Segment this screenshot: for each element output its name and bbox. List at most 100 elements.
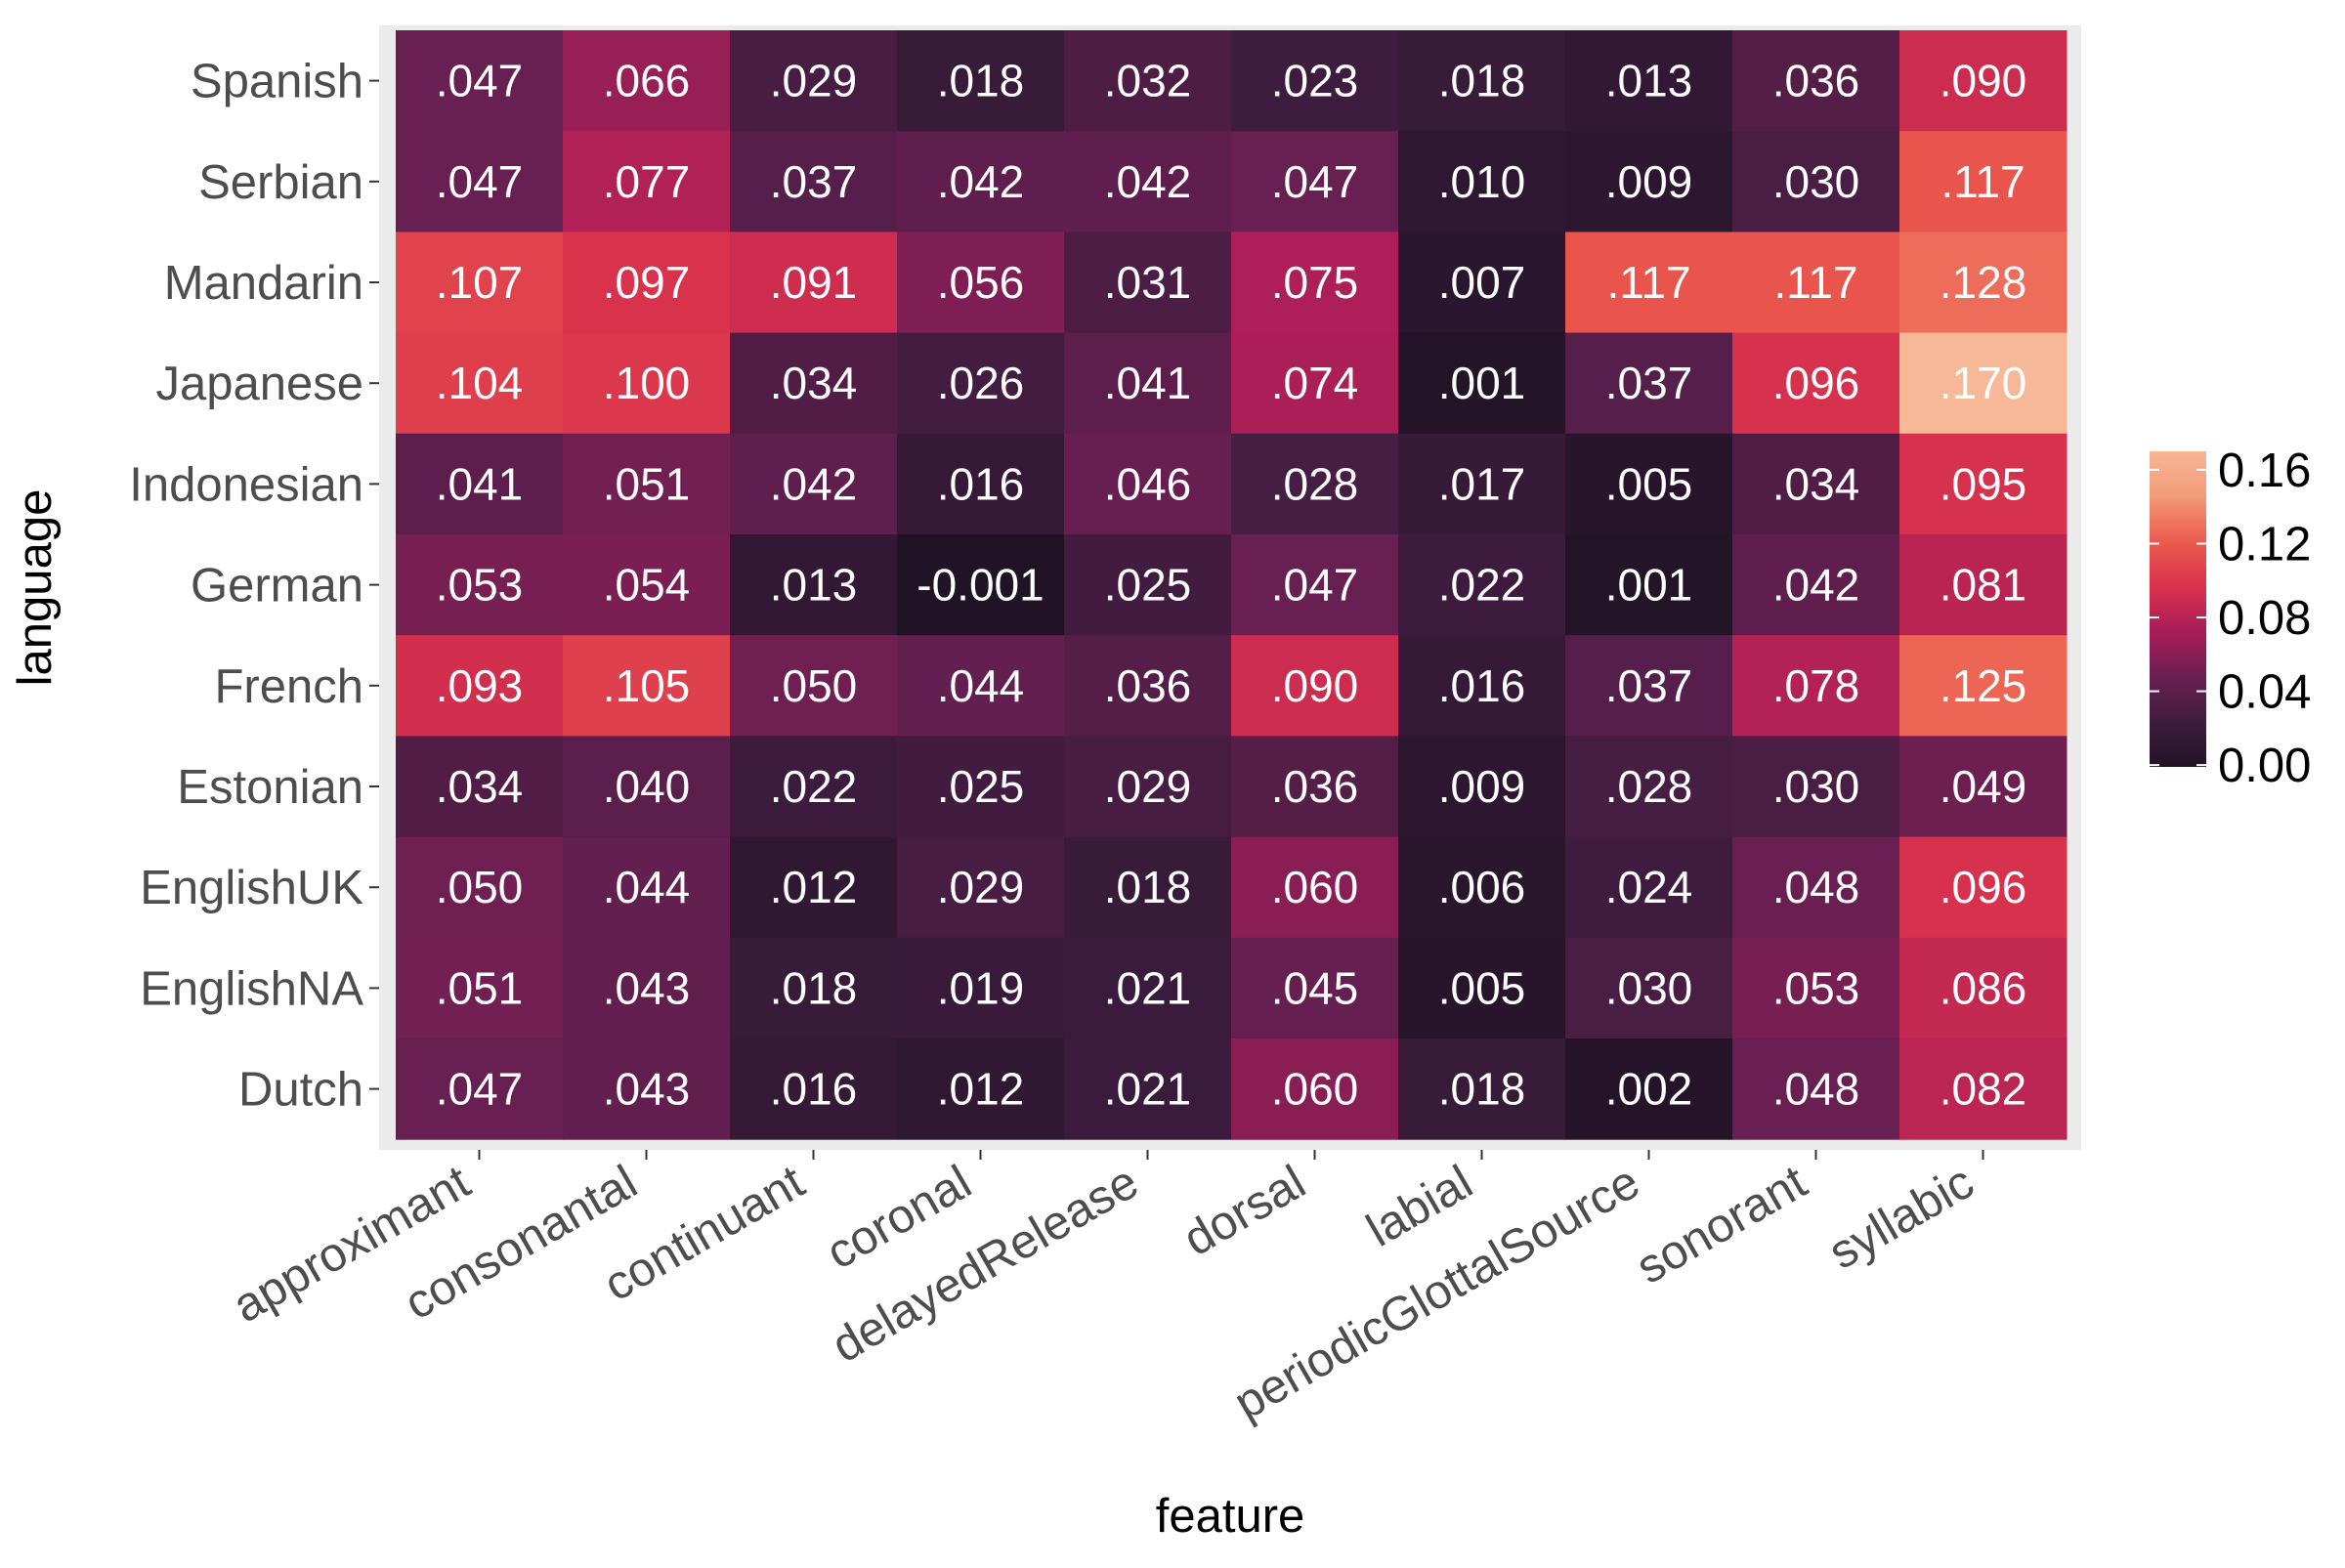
heatmap-cell <box>1732 433 1900 535</box>
heatmap-cell <box>1064 534 1232 636</box>
heatmap-cell <box>1398 131 1566 233</box>
cell-value-label: .028 <box>1271 458 1359 509</box>
heatmap-cell <box>1398 836 1566 939</box>
colorbar-gradient <box>2150 451 2206 767</box>
cell-value-label: .074 <box>1271 358 1359 408</box>
cell-value-label: .047 <box>436 56 524 106</box>
cell-value-label: .013 <box>770 560 858 611</box>
cell-value-label: .001 <box>1438 358 1526 408</box>
heatmap-cell <box>1565 635 1733 737</box>
cell-value-label: .031 <box>1104 257 1192 308</box>
heatmap-cell <box>897 30 1065 132</box>
heatmap-cell <box>396 1038 564 1140</box>
cell-value-label: .077 <box>603 156 691 207</box>
heatmap-cell <box>1064 736 1232 838</box>
heatmap-cell <box>1899 30 2068 132</box>
cell-value-label: .022 <box>1438 560 1526 611</box>
heatmap-cell <box>1064 635 1232 737</box>
heatmap-cell <box>396 131 564 233</box>
heatmap-cell <box>1899 1038 2068 1140</box>
heatmap-cell <box>1732 937 1900 1039</box>
cell-value-label: .105 <box>603 660 691 711</box>
cell-value-label: .001 <box>1605 560 1693 611</box>
heatmap-cell <box>1565 433 1733 535</box>
cell-value-label: .018 <box>770 962 858 1013</box>
cell-value-label: .060 <box>1271 862 1359 912</box>
colorbar-tick-label: 0.04 <box>2218 666 2311 719</box>
y-tick-label: German <box>191 560 363 613</box>
heatmap-cell <box>1398 635 1566 737</box>
cell-value-label: .036 <box>1271 761 1359 812</box>
cell-value-label: .090 <box>1940 56 2027 106</box>
y-tick-label: Indonesian <box>129 458 363 511</box>
cell-value-label: .028 <box>1605 761 1693 812</box>
cell-value-label: .037 <box>1605 358 1693 408</box>
heatmap-cell <box>897 1038 1065 1140</box>
cell-value-label: .096 <box>1940 862 2027 912</box>
heatmap-cell <box>897 433 1065 535</box>
x-tick-label: syllabic <box>1820 1156 1983 1280</box>
cell-value-label: .043 <box>603 1064 691 1115</box>
cell-value-label: .047 <box>436 156 524 207</box>
cell-value-label: .107 <box>436 257 524 308</box>
cell-value-label: .040 <box>603 761 691 812</box>
heatmap-cell <box>730 433 898 535</box>
cell-value-label: .005 <box>1605 458 1693 509</box>
heatmap-cell <box>730 30 898 132</box>
heatmap-cell <box>897 937 1065 1039</box>
cell-value-label: .090 <box>1271 660 1359 711</box>
heatmap-cell <box>897 232 1065 334</box>
cell-value-label: .049 <box>1940 761 2027 812</box>
y-axis-title: language <box>9 489 62 687</box>
cell-value-label: .022 <box>770 761 858 812</box>
heatmap-cell <box>730 937 898 1039</box>
heatmap-cell <box>396 836 564 939</box>
cell-value-label: .093 <box>436 660 524 711</box>
cell-value-label: .034 <box>436 761 524 812</box>
heatmap-cell <box>1398 433 1566 535</box>
colorbar-tick-label: 0.12 <box>2218 518 2311 571</box>
cell-value-label: .091 <box>770 257 858 308</box>
heatmap-cell <box>1899 635 2068 737</box>
cell-value-label: .018 <box>1438 56 1526 106</box>
cell-value-label: .025 <box>937 761 1025 812</box>
heatmap-cell <box>1732 332 1900 435</box>
cell-value-label: .013 <box>1605 56 1693 106</box>
heatmap-cell <box>1231 433 1399 535</box>
heatmap-cell <box>1732 534 1900 636</box>
cell-value-label: .047 <box>1271 156 1359 207</box>
cell-value-label: .051 <box>436 962 524 1013</box>
cell-value-label: .030 <box>1772 761 1860 812</box>
cell-value-label: .034 <box>1772 458 1860 509</box>
heatmap-cell <box>1565 937 1733 1039</box>
heatmap-cell <box>1398 1038 1566 1140</box>
heatmap-cell <box>1064 232 1232 334</box>
cell-value-label: .047 <box>436 1064 524 1115</box>
heatmap-cell <box>1064 836 1232 939</box>
cell-value-label: .117 <box>1606 257 1690 308</box>
cell-value-label: .046 <box>1104 458 1192 509</box>
cell-value-label: .042 <box>1772 560 1860 611</box>
cell-value-label: .034 <box>770 358 858 408</box>
heatmap-cell <box>1899 332 2068 435</box>
heatmap-cell <box>1231 1038 1399 1140</box>
heatmap-cell <box>1231 736 1399 838</box>
y-tick-label: Dutch <box>238 1064 363 1117</box>
cell-value-label: .170 <box>1940 358 2027 408</box>
colorbar-tick-label: 0.16 <box>2218 445 2311 497</box>
heatmap-cell <box>1899 836 2068 939</box>
cell-value-label: .095 <box>1940 458 2027 509</box>
cell-value-label: .048 <box>1772 862 1860 912</box>
y-tick-label: Mandarin <box>164 257 363 310</box>
heatmap-cell <box>396 635 564 737</box>
cell-value-label: .048 <box>1772 1064 1860 1115</box>
heatmap-cell <box>1899 736 2068 838</box>
heatmap-cell <box>730 736 898 838</box>
heatmap-cell <box>897 736 1065 838</box>
heatmap-cell <box>1231 131 1399 233</box>
heatmap-cell <box>1732 131 1900 233</box>
cell-value-label: .042 <box>770 458 858 509</box>
cell-value-label: .078 <box>1772 660 1860 711</box>
cell-value-label: .097 <box>603 257 691 308</box>
